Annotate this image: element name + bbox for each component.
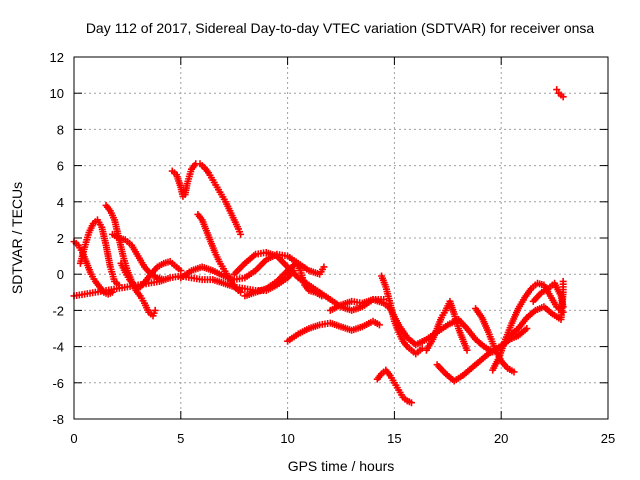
y-tick-label-1: -6 — [52, 376, 64, 391]
data-point-trace-07-59 — [237, 230, 245, 238]
axis-ticks: 0 5 10 15 20 25 -8 -6 -4 -2 0 2 4 6 8 10 12 — [50, 50, 616, 446]
x-tick-label-2: 10 — [280, 431, 294, 446]
series-trace-04 — [108, 230, 168, 284]
data-point-trace-21-45 — [559, 277, 567, 285]
chart-title: Day 112 of 2017, Sidereal Day-to-day VTE… — [86, 20, 595, 36]
plot-frame — [73, 56, 609, 420]
data-point-trace-23-3 — [559, 93, 567, 101]
x-tick-label-5: 25 — [601, 431, 615, 446]
y-tick-label-4: 0 — [57, 267, 64, 282]
series-trace-07 — [168, 160, 245, 238]
y-axis-label: SDTVAR / TECUs — [9, 182, 25, 294]
series-trace-22 — [529, 279, 567, 311]
y-tick-label-8: 8 — [57, 122, 64, 137]
data-point-trace-23-0 — [553, 86, 561, 94]
series-trace-02 — [76, 216, 123, 289]
data-point-trace-19-32 — [510, 368, 518, 376]
x-tick-label-1: 5 — [177, 431, 184, 446]
series-trace-14 — [378, 272, 426, 358]
y-tick-label-6: 4 — [57, 195, 64, 210]
y-tick-label-3: -2 — [52, 303, 64, 318]
y-tick-label-7: 6 — [57, 159, 64, 174]
series-trace-15 — [373, 366, 415, 407]
series-trace-12 — [284, 317, 383, 345]
x-tick-label-3: 15 — [387, 431, 401, 446]
series-trace-21 — [506, 277, 567, 340]
data-point-trace-03-52 — [151, 306, 159, 314]
y-tick-label-5: 2 — [57, 231, 64, 246]
data-point-trace-16-44 — [463, 346, 471, 354]
data-marks — [70, 86, 567, 407]
data-point-trace-22-22 — [559, 303, 567, 311]
data-point-trace-11-44 — [318, 292, 326, 300]
data-point-trace-15-21 — [407, 399, 415, 407]
data-point-trace-12-42 — [375, 321, 383, 329]
x-axis-label: GPS time / hours — [288, 458, 395, 474]
y-tick-label-10: 12 — [50, 50, 64, 65]
data-point-trace-08-36 — [237, 288, 245, 296]
x-tick-label-0: 0 — [70, 431, 77, 446]
y-tick-label-9: 10 — [50, 86, 64, 101]
series-trace-23 — [553, 86, 567, 101]
y-tick-label-2: -4 — [52, 340, 64, 355]
y-tick-label-0: -8 — [52, 412, 64, 427]
data-point-trace-18-38 — [523, 325, 531, 332]
x-tick-label-4: 20 — [494, 431, 508, 446]
series-trace-11 — [241, 259, 326, 300]
grid-lines — [74, 57, 608, 419]
data-point-trace-09-67 — [320, 263, 328, 271]
